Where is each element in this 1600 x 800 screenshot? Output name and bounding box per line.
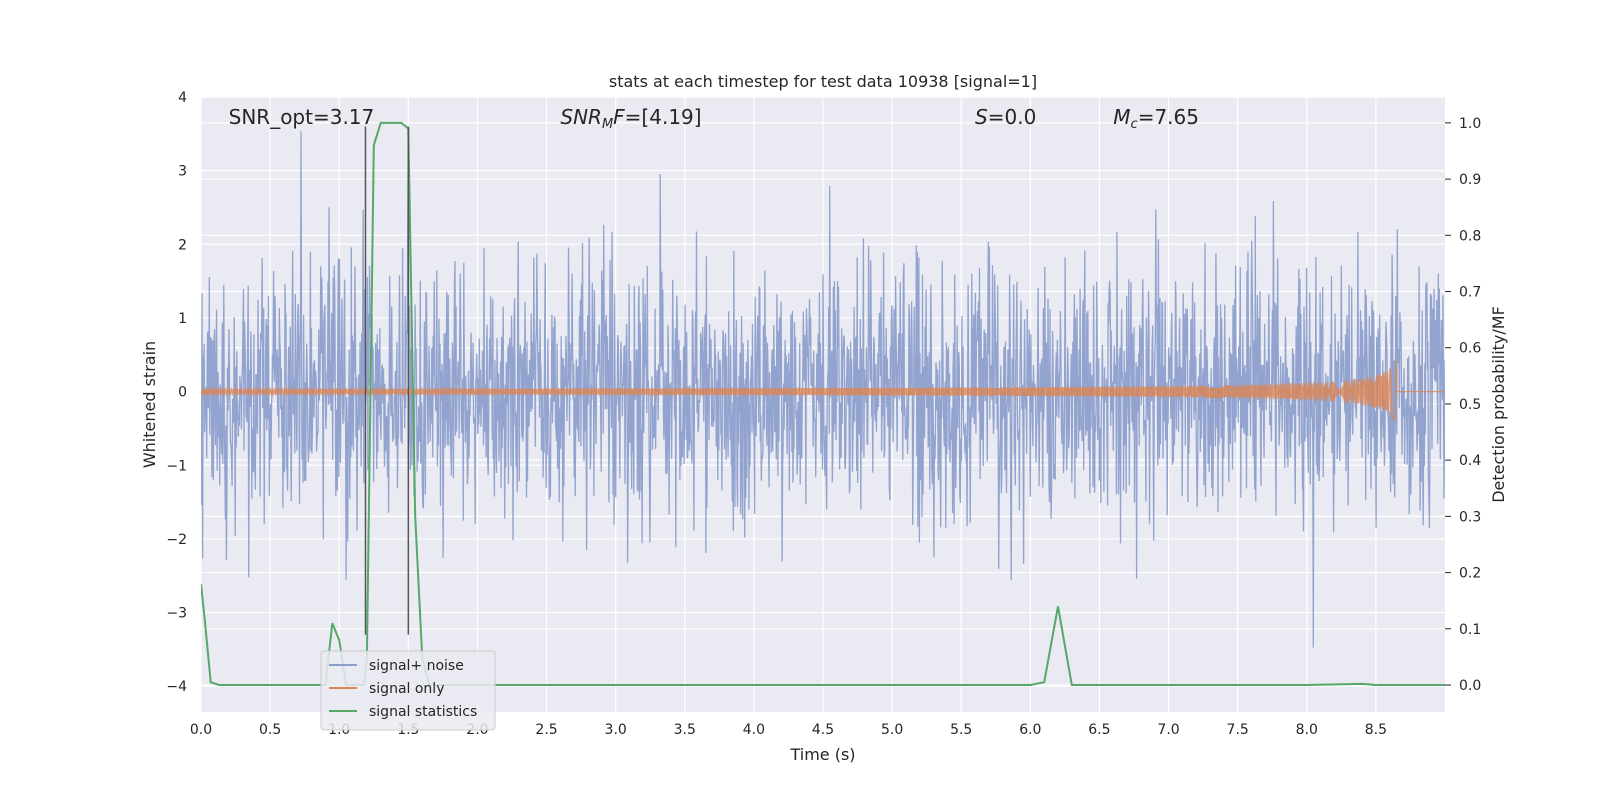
annotation-text: SNRMF=[4.19]: [560, 105, 701, 132]
x-tick-label: 4.0: [743, 722, 765, 738]
y-tick-label-right: 0.1: [1459, 622, 1481, 638]
x-tick-label: 6.5: [1088, 722, 1110, 738]
y-axis-label-right: Detection probability/MF: [1489, 306, 1508, 503]
legend-label: signal statistics: [369, 704, 477, 720]
chart-title: stats at each timestep for test data 109…: [609, 72, 1037, 91]
y-tick-label-right: 0.8: [1459, 228, 1481, 244]
x-tick-label: 3.0: [605, 722, 627, 738]
y-tick-label-left: 4: [178, 90, 187, 106]
x-tick-label: 7.0: [1157, 722, 1179, 738]
y-tick-label-right: 0.6: [1459, 341, 1481, 357]
x-tick-label: 3.5: [674, 722, 696, 738]
y-axis-label-left: Whitened strain: [140, 341, 159, 468]
legend: signal+ noise signal only signal statistic…: [320, 650, 496, 731]
x-tick-label: 7.5: [1227, 722, 1249, 738]
x-tick-label: 8.5: [1365, 722, 1387, 738]
y-tick-label-right: 0.2: [1459, 566, 1481, 582]
x-tick-label: 2.5: [535, 722, 557, 738]
legend-label: signal only: [369, 681, 444, 697]
x-tick-label: 4.5: [812, 722, 834, 738]
y-tick-label-right: 0.9: [1459, 172, 1481, 188]
x-tick-label: 0.5: [259, 722, 281, 738]
legend-label: signal+ noise: [369, 658, 464, 674]
y-tick-label-left: −4: [166, 679, 187, 695]
annotation-text: Mc=7.65: [1113, 105, 1199, 132]
y-tick-label-left: 3: [178, 164, 187, 180]
x-tick-label: 0.0: [190, 722, 212, 738]
y-tick-label-right: 0.0: [1459, 678, 1481, 694]
y-tick-label-right: 0.7: [1459, 285, 1481, 301]
x-tick-label: 5.0: [881, 722, 903, 738]
y-tick-label-left: −3: [166, 606, 187, 622]
y-tick-label-right: 0.4: [1459, 453, 1481, 469]
annotation-text: S=0.0: [975, 105, 1036, 129]
x-tick-label: 5.5: [950, 722, 972, 738]
y-tick-label-left: 1: [178, 311, 187, 327]
y-tick-label-right: 0.5: [1459, 397, 1481, 413]
x-axis-label: Time (s): [789, 745, 855, 764]
y-tick-label-left: 0: [178, 385, 187, 401]
y-tick-label-left: −1: [166, 458, 187, 474]
y-tick-label-right: 0.3: [1459, 509, 1481, 525]
y-tick-label-right: 1.0: [1459, 116, 1481, 132]
annotation-text: SNR_opt=3.17: [229, 105, 375, 129]
y-tick-label-left: 2: [178, 237, 187, 253]
x-tick-label: 8.0: [1296, 722, 1318, 738]
y-tick-label-left: −2: [166, 532, 187, 548]
x-tick-label: 6.0: [1019, 722, 1041, 738]
legend-box: [320, 650, 496, 731]
annotations: SNR_opt=3.17 SNRMF=[4.19] S=0.0 Mc=7.65: [229, 105, 1199, 132]
axes-layer: 0.00.51.01.52.02.53.03.54.04.55.05.56.06…: [166, 90, 1481, 738]
